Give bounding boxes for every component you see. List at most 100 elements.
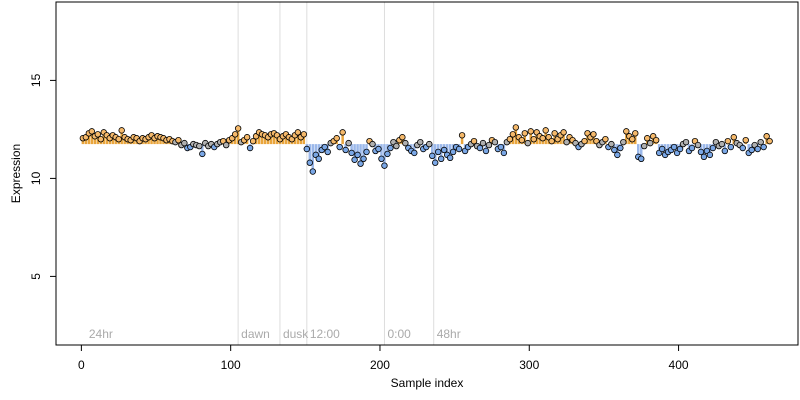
annotations: dawn dusk 12:00 0:00 48hr 24hr (89, 327, 461, 341)
data-point (652, 136, 660, 144)
x-tick-label: 100 (221, 358, 241, 372)
data-point (246, 144, 254, 152)
data-point (766, 137, 773, 145)
data-point (485, 141, 493, 149)
data-point (632, 130, 639, 137)
data-point (231, 131, 239, 138)
data-point (688, 144, 696, 152)
data-point (644, 135, 651, 142)
data-point (629, 135, 636, 143)
data-point (548, 137, 555, 145)
data-point (491, 138, 499, 146)
data-point (727, 143, 735, 151)
data-point (620, 138, 627, 146)
x-tick-label: 300 (519, 358, 539, 372)
data-point (641, 142, 648, 150)
reference-line-label: 48hr (437, 327, 461, 341)
data-point (700, 153, 708, 161)
data-point (249, 137, 257, 145)
data-point (378, 155, 385, 162)
data-point (342, 146, 349, 154)
data-point (324, 148, 331, 156)
data-point (303, 145, 311, 153)
reference-line-label: 0:00 (387, 327, 411, 341)
y-tick-label: 5 (29, 273, 43, 280)
data-point (432, 159, 439, 166)
data-point (199, 150, 206, 158)
data-point (697, 148, 705, 156)
data-point (676, 145, 684, 153)
data-point (482, 147, 490, 155)
data-point (429, 152, 436, 160)
data-point (360, 155, 367, 162)
data-point (748, 146, 755, 154)
data-point (763, 133, 770, 140)
data-point (721, 147, 729, 155)
data-point (611, 146, 618, 154)
data-point (88, 128, 96, 135)
data-point (518, 136, 526, 144)
data-point (333, 135, 340, 142)
data-point (97, 135, 104, 143)
data-point (336, 143, 343, 151)
data-point (393, 142, 400, 150)
data-point (399, 134, 406, 141)
reference-lines (237, 2, 435, 345)
data-point (730, 134, 738, 141)
data-point (434, 148, 442, 156)
data-point (402, 139, 409, 147)
data-point (527, 128, 534, 135)
data-point (709, 144, 717, 152)
data-point (512, 124, 520, 131)
data-point (455, 145, 463, 153)
data-point (614, 151, 621, 159)
data-point (339, 129, 346, 136)
data-point (348, 149, 355, 157)
data-point (509, 131, 517, 138)
data-point (506, 135, 514, 143)
data-point (300, 131, 308, 138)
data-point (524, 139, 531, 147)
data-point (530, 135, 537, 143)
data-point (440, 146, 448, 154)
corner-label: 24hr (89, 327, 113, 341)
data-point (638, 155, 645, 162)
data-point (560, 129, 567, 136)
data-point (369, 140, 376, 148)
data-point (315, 155, 322, 162)
y-tick-label: 10 (29, 171, 43, 185)
data-point (306, 159, 314, 166)
data-point (94, 131, 102, 138)
data-point (551, 130, 558, 137)
reference-line-label: dusk (283, 327, 309, 341)
data-point (426, 140, 433, 148)
data-point (363, 148, 370, 156)
data-point (590, 131, 597, 138)
data-point (742, 136, 749, 144)
data-point (623, 128, 630, 135)
data-point (470, 137, 478, 145)
x-tick-label: 0 (78, 358, 85, 372)
data-point (706, 151, 714, 159)
data-point (449, 148, 457, 156)
data-point (115, 135, 122, 143)
data-point (309, 168, 316, 175)
data-point (375, 145, 382, 153)
data-point (345, 139, 352, 147)
data-point (646, 139, 654, 147)
data-point (181, 139, 188, 147)
data-point (760, 143, 767, 151)
data-point (497, 143, 505, 151)
data-point (542, 127, 549, 134)
data-point (384, 150, 391, 158)
reference-line-label: 12:00 (310, 327, 340, 341)
data-point (222, 141, 230, 149)
data-point (196, 142, 203, 150)
data-point (458, 132, 466, 139)
data-point (234, 125, 242, 132)
data-point (476, 144, 484, 152)
data-point (563, 138, 570, 146)
data-point (500, 149, 508, 157)
